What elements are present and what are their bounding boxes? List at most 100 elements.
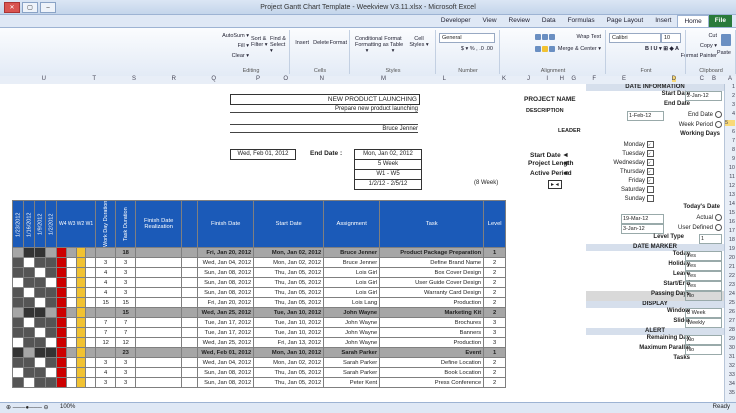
- finish-date-cell[interactable]: Wed, Jan 04, 2012: [197, 357, 255, 368]
- start-date-cell[interactable]: Fri, Jan 13, 2012: [253, 337, 325, 348]
- finish-date-cell[interactable]: Sun, Jan 08, 2012: [197, 377, 255, 388]
- marker-value[interactable]: Yes: [685, 251, 722, 261]
- row-header[interactable]: 6: [731, 129, 735, 135]
- description-field[interactable]: Prepare new product launching: [230, 106, 418, 113]
- work-day-cell[interactable]: 4: [95, 367, 117, 378]
- cut-button[interactable]: Cut: [708, 33, 717, 39]
- duration-cell[interactable]: 3: [115, 357, 137, 368]
- col-J[interactable]: J: [527, 76, 530, 82]
- start-date-cell[interactable]: Thu, Jan 05, 2012: [253, 277, 325, 288]
- level-cell[interactable]: 3: [483, 337, 507, 348]
- align-icons[interactable]: [534, 34, 555, 40]
- task-row[interactable]: 15 15 Fri, Jan 20, 2012 Thu, Jan 05, 2012 Lo…: [12, 297, 507, 308]
- level-cell[interactable]: 2: [483, 257, 507, 268]
- finish-date-cell[interactable]: Wed, Jan 25, 2012: [197, 307, 255, 318]
- fill-button[interactable]: Fill ▾: [237, 43, 249, 49]
- realization-cell[interactable]: [135, 257, 183, 268]
- tab-page-layout[interactable]: Page Layout: [606, 17, 644, 24]
- col-R[interactable]: R: [171, 76, 176, 82]
- task-name-cell[interactable]: Warranty Card Design: [379, 287, 485, 298]
- finish-date-cell[interactable]: Fri, Jan 20, 2012: [197, 247, 255, 258]
- task-row[interactable]: 4 3 Sun, Jan 08, 2012 Thu, Jan 05, 2012 Lois…: [12, 267, 507, 278]
- finish-date-cell[interactable]: Sun, Jan 08, 2012: [197, 277, 255, 288]
- spacer-cell[interactable]: [181, 337, 199, 348]
- finish-date-cell[interactable]: Wed, Feb 01, 2012: [197, 347, 255, 358]
- wrap-text-button[interactable]: Wrap Text: [576, 34, 601, 40]
- end-date-radio[interactable]: End Date: [688, 111, 722, 118]
- start-date-cell[interactable]: Tue, Jan 10, 2012: [253, 327, 325, 338]
- duration-cell[interactable]: 7: [115, 317, 137, 328]
- task-name-cell[interactable]: Production: [379, 337, 485, 348]
- bold-button[interactable]: B I U ▾ ⊞ ◆ A: [644, 46, 679, 52]
- spacer-cell[interactable]: [181, 367, 199, 378]
- marker-value[interactable]: No: [685, 291, 722, 301]
- assignment-cell[interactable]: Bruce Jenner: [323, 247, 381, 258]
- assignment-cell[interactable]: John Wayne: [323, 307, 381, 318]
- level-cell[interactable]: 2: [483, 277, 507, 288]
- minimize-icon[interactable]: –: [40, 2, 56, 13]
- row-header[interactable]: 4: [731, 111, 735, 117]
- today-user-field[interactable]: 3-Jan-12: [621, 224, 664, 234]
- start-date-cell[interactable]: Thu, Jan 05, 2012: [253, 297, 325, 308]
- work-day-cell[interactable]: [95, 247, 117, 258]
- col-H[interactable]: H: [559, 76, 564, 82]
- work-day-cell[interactable]: [95, 307, 117, 318]
- row-header[interactable]: 18: [728, 237, 735, 243]
- col-A[interactable]: A: [727, 76, 732, 82]
- row-header[interactable]: 15: [728, 210, 735, 216]
- paste-button[interactable]: [720, 34, 731, 46]
- align-h-icons[interactable]: [534, 46, 555, 52]
- col-M[interactable]: M: [381, 76, 386, 82]
- maximize-icon[interactable]: ▢: [22, 2, 38, 13]
- row-header[interactable]: 24: [728, 291, 735, 297]
- font-size-box[interactable]: 10: [661, 33, 681, 43]
- spacer-cell[interactable]: [181, 357, 199, 368]
- duration-cell[interactable]: 3: [115, 287, 137, 298]
- col-T[interactable]: T: [92, 76, 96, 82]
- level-cell[interactable]: 2: [483, 287, 507, 298]
- finish-date-cell[interactable]: Tue, Jan 17, 2012: [197, 327, 255, 338]
- work-day-cell[interactable]: 15: [95, 297, 117, 308]
- level-cell[interactable]: 2: [483, 357, 507, 368]
- duration-cell[interactable]: 18: [115, 247, 137, 258]
- realization-cell[interactable]: [135, 337, 183, 348]
- day-checkbox[interactable]: Monday ✓: [624, 141, 654, 148]
- realization-cell[interactable]: [135, 267, 183, 278]
- number-format-icons[interactable]: $ ▾ % , .0 .00: [460, 46, 493, 52]
- realization-cell[interactable]: [135, 347, 183, 358]
- worksheet[interactable]: 1 2 3 4 5 6 7 8 9 10 11 12 13 14 15 16 17 18 19 20 21 22 23 24 2…: [0, 84, 736, 403]
- tab-file[interactable]: File: [708, 15, 732, 27]
- finish-date-cell[interactable]: Sun, Jan 08, 2012: [197, 267, 255, 278]
- task-row[interactable]: 4 3 Sun, Jan 08, 2012 Thu, Jan 05, 2012 Lois…: [12, 287, 507, 298]
- work-day-cell[interactable]: 7: [95, 317, 117, 328]
- realization-cell[interactable]: [135, 317, 183, 328]
- col-I[interactable]: I: [546, 76, 548, 82]
- start-date-cell[interactable]: Thu, Jan 05, 2012: [253, 377, 325, 388]
- task-name-cell[interactable]: Brochures: [379, 317, 485, 328]
- level-type-field[interactable]: 1: [699, 234, 722, 244]
- spacer-cell[interactable]: [181, 347, 199, 358]
- duration-cell[interactable]: 23: [115, 347, 137, 358]
- format-button[interactable]: Format: [329, 40, 347, 46]
- duration-cell[interactable]: 3: [115, 267, 137, 278]
- row-header[interactable]: 12: [728, 183, 735, 189]
- row-header[interactable]: 9: [731, 156, 735, 162]
- realization-cell[interactable]: [135, 377, 183, 388]
- start-date-field[interactable]: 2-Jan-12: [685, 91, 722, 101]
- col-B[interactable]: B: [711, 76, 716, 82]
- delete-button[interactable]: Delete: [313, 40, 329, 46]
- level-cell[interactable]: 1: [483, 347, 507, 358]
- row-header[interactable]: 3: [731, 102, 735, 108]
- cell-styles-button[interactable]: Cell Styles ▾: [409, 36, 429, 48]
- row-header[interactable]: 13: [728, 192, 735, 198]
- end-date-field[interactable]: 1-Feb-12: [627, 111, 664, 121]
- start-date-cell[interactable]: Tue, Jan 10, 2012: [253, 317, 325, 328]
- start-date-cell[interactable]: Mon, Jan 02, 2012: [253, 247, 325, 258]
- assignment-cell[interactable]: Bruce Jenner: [323, 257, 381, 268]
- level-cell[interactable]: 2: [483, 367, 507, 378]
- day-checkbox[interactable]: Sunday: [625, 195, 654, 202]
- assignment-cell[interactable]: Sarah Parker: [323, 357, 381, 368]
- spacer-cell[interactable]: [181, 307, 199, 318]
- find-select-button[interactable]: Find & Select ▾: [270, 36, 286, 54]
- marker-value[interactable]: Yes: [685, 271, 722, 281]
